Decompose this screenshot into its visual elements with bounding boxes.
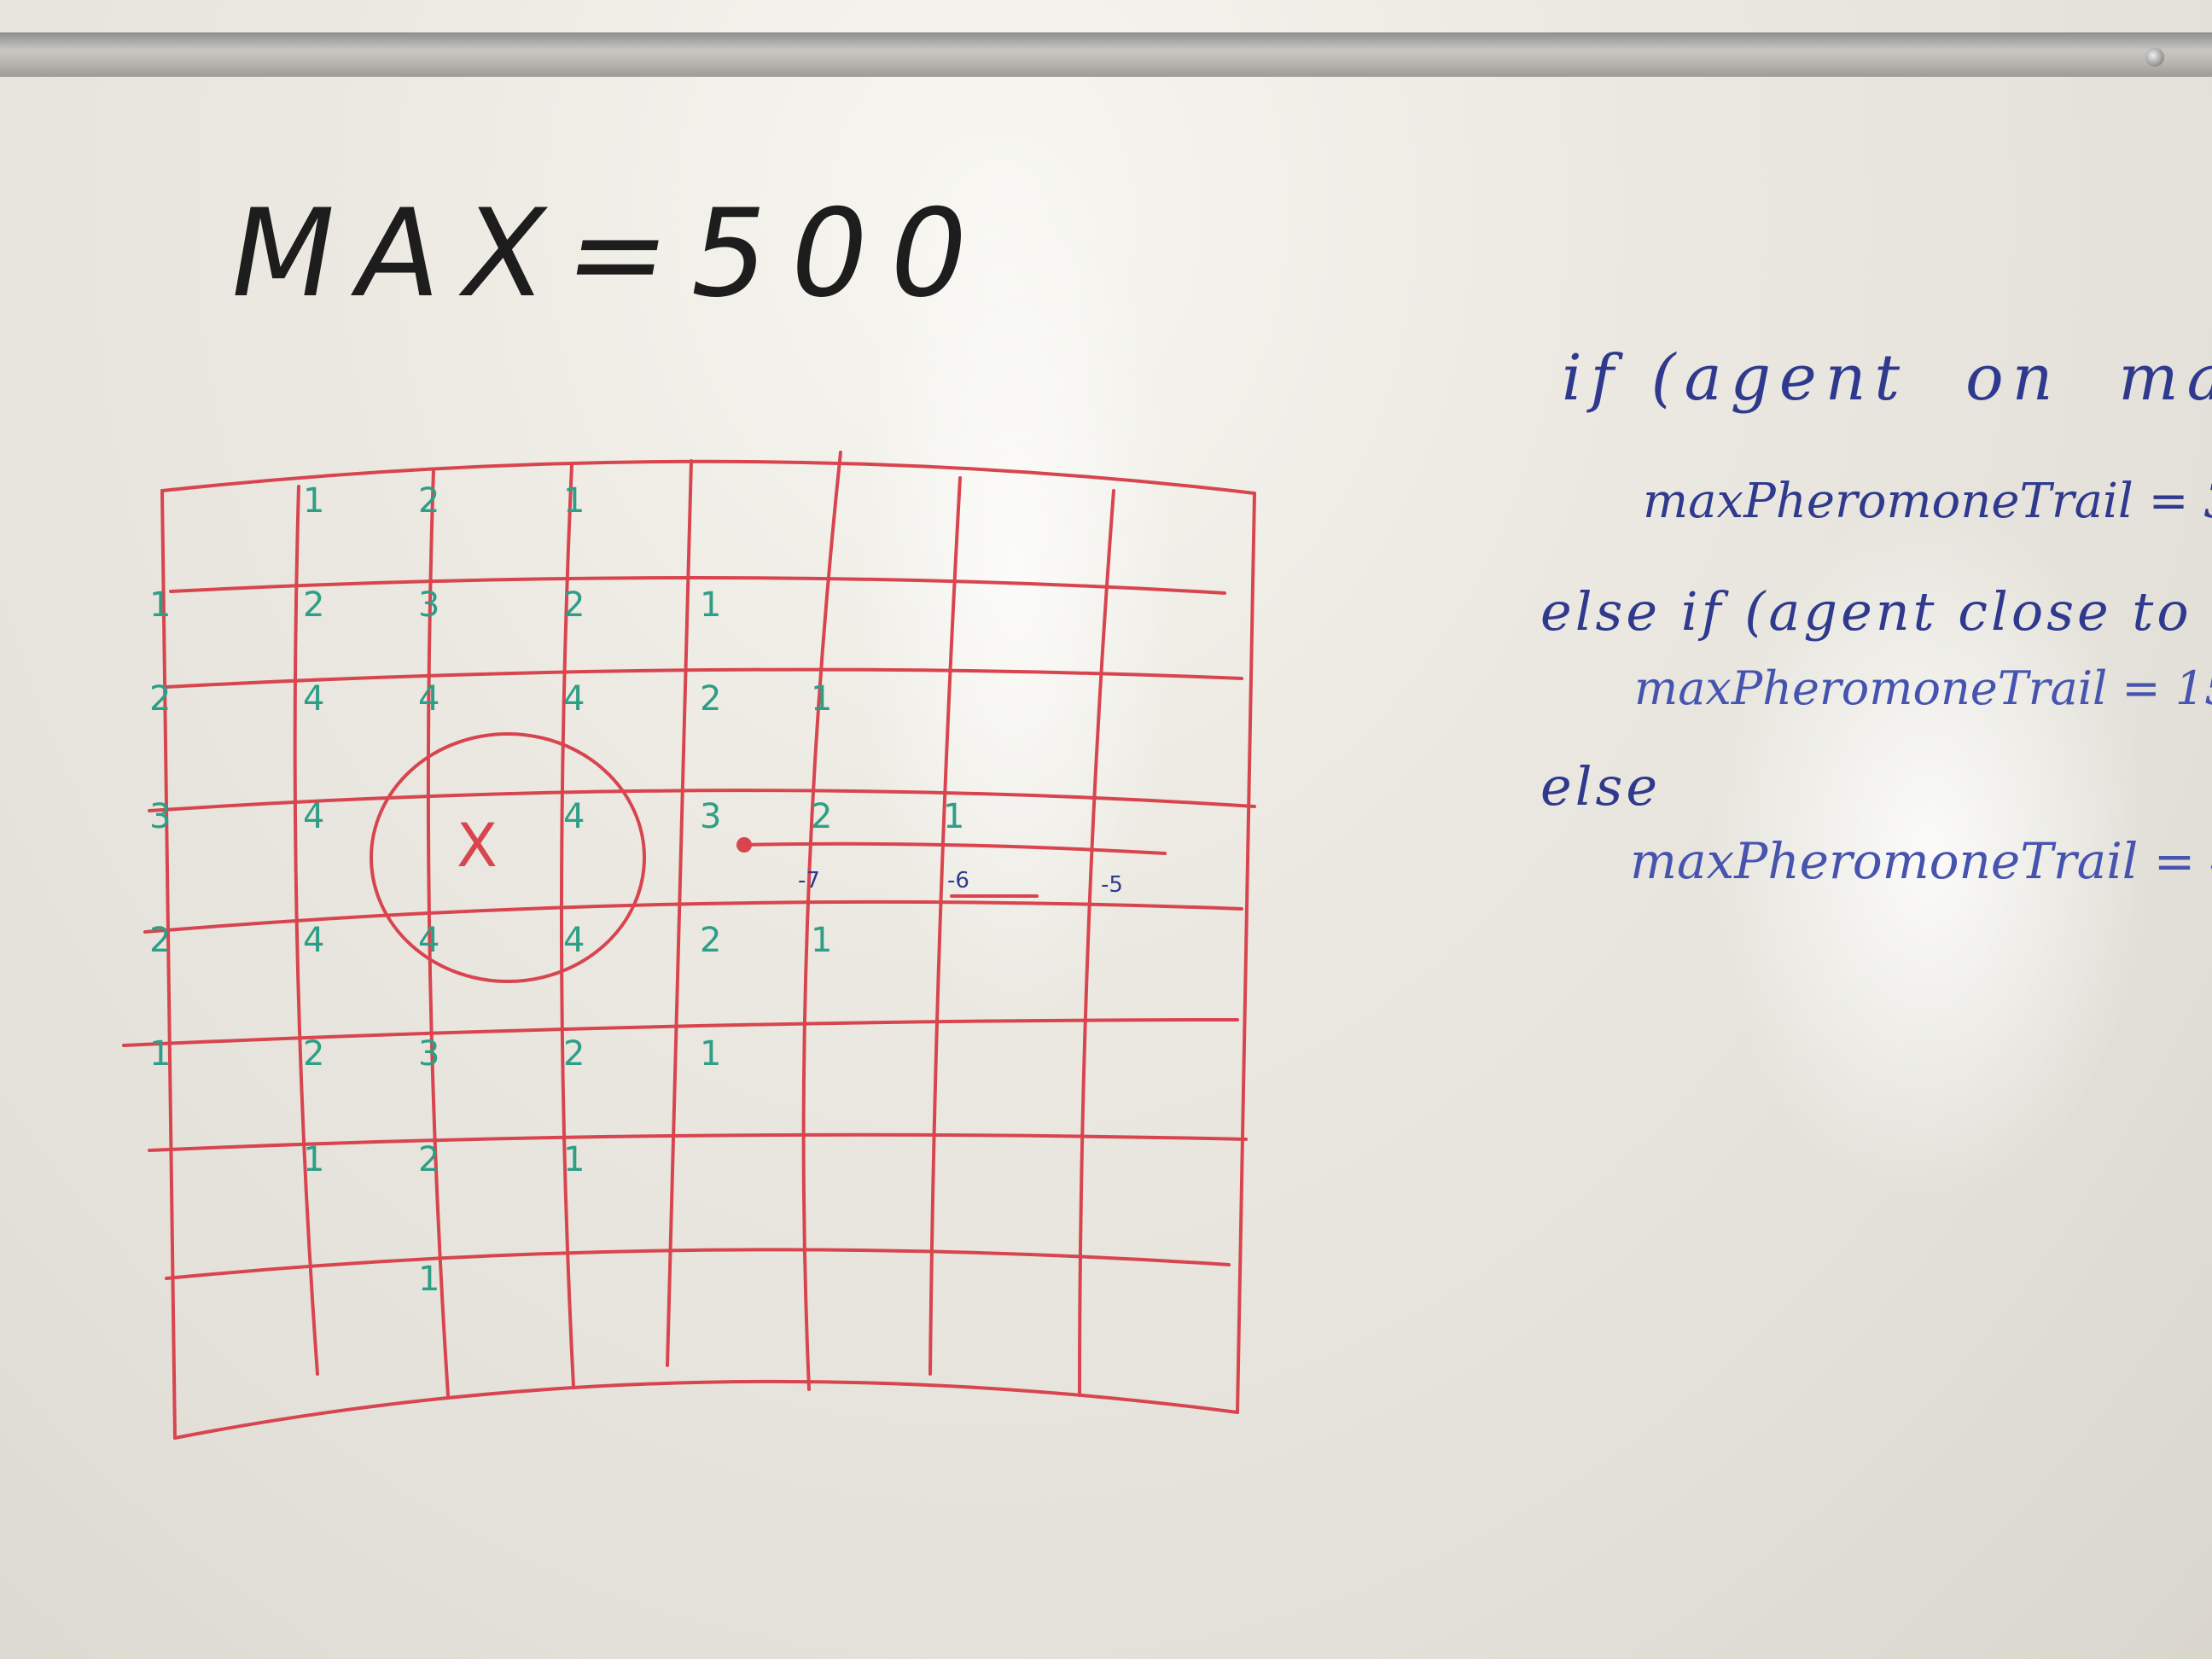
grid-cell-value: 3 [418, 585, 439, 625]
trail-value: -5 [1101, 872, 1123, 898]
grid-cell-value: 4 [303, 797, 324, 836]
grid-cell-value: 4 [563, 797, 585, 836]
grid-cell-value: 2 [149, 921, 171, 960]
grid-cell-value: 1 [563, 1140, 585, 1179]
grid-row-line [148, 1132, 1248, 1152]
grid-col-line [559, 463, 575, 1388]
screw-icon [2145, 48, 2164, 67]
grid-cell-value: 2 [700, 921, 721, 960]
grid-col-line [1078, 489, 1115, 1397]
grid-col-line [801, 451, 842, 1391]
trail-value: -7 [798, 868, 820, 894]
grid-cell-value: 4 [303, 679, 324, 719]
grid-cell-value: 1 [418, 1260, 439, 1299]
grid-cell-value: 1 [700, 1034, 721, 1074]
grid-row-line [122, 1018, 1239, 1047]
grid-row-line [143, 899, 1243, 934]
grid-cell-value: 2 [149, 679, 171, 719]
grid-cell-value: 3 [149, 797, 171, 836]
grid-col-line [666, 459, 693, 1367]
grid-cell-value: 2 [303, 585, 324, 625]
grid-col-line [426, 468, 450, 1397]
grid-lines [122, 451, 1256, 1440]
light-glare [853, 102, 1178, 1041]
grid-cell-value: 1 [811, 679, 832, 719]
code-else-if-body: maxPheromoneTrail = 15; [1634, 661, 2212, 715]
grid-cell-value: 3 [700, 797, 721, 836]
trail-start-dot [736, 837, 752, 853]
code-if-line: if (agent on max) [1562, 341, 2212, 415]
max-region-circle [370, 732, 646, 983]
grid-cell-value: 2 [811, 797, 832, 836]
grid-cell-value: 3 [418, 1034, 439, 1074]
grid-row-line [165, 667, 1243, 689]
grid-border-bottom [173, 1379, 1239, 1440]
grid-col-line [293, 485, 319, 1376]
grid-cell-value: 2 [303, 1034, 324, 1074]
code-if-body: maxPheromoneTrail = 3; [1643, 474, 2212, 529]
grid-cell-value: 2 [563, 585, 585, 625]
grid-cell-value: 1 [303, 1140, 324, 1179]
trail-values: -7 -6 -5 [798, 868, 1123, 898]
grid-cell-value: 2 [418, 1140, 439, 1179]
max-cell-mark: X [457, 811, 498, 881]
grid-cell-value: 1 [303, 481, 324, 521]
grid-cell-value: 1 [149, 1034, 171, 1074]
grid-row-line [148, 789, 1256, 812]
grid-cell-value: 4 [418, 921, 439, 960]
grid-cell-value: 2 [418, 481, 439, 521]
grid-cell-value: 2 [563, 1034, 585, 1074]
grid-cell-value: 1 [700, 585, 721, 625]
code-else-body: maxPheromoneTrail = 45; [1630, 832, 2212, 890]
grid-cell-value: 1 [149, 585, 171, 625]
grid-row-line [165, 1248, 1231, 1280]
trail-value: -6 [947, 868, 969, 894]
grid-row-line [169, 575, 1226, 595]
grid-border-left [160, 489, 177, 1440]
cell-values: 1 2 1 1 2 3 2 1 2 4 4 4 2 1 3 4 4 3 2 1 2 4 4 4 2 1 1 2 3 2 1 1 2 1 1 [149, 481, 964, 1299]
grid-col-line [928, 476, 962, 1376]
grid-cell-value: 4 [563, 679, 585, 719]
grid-cell-value: 4 [303, 921, 324, 960]
trail-line [742, 841, 1167, 855]
code-else-if-line: else if (agent close to max) [1540, 580, 2192, 643]
grid-border-top [160, 459, 1256, 495]
code-else-line: else [1540, 755, 1662, 818]
light-glare [1690, 469, 2168, 1237]
grid-cell-value: 4 [563, 921, 585, 960]
grid-cell-value: 1 [563, 481, 585, 521]
grid-cell-value: 1 [811, 921, 832, 960]
grid-border-right [1236, 492, 1256, 1414]
grid-cell-value: 2 [700, 679, 721, 719]
grid-cell-value: 4 [418, 679, 439, 719]
whiteboard-top-rail [0, 32, 2212, 77]
grid-cell-value: 1 [943, 797, 964, 836]
